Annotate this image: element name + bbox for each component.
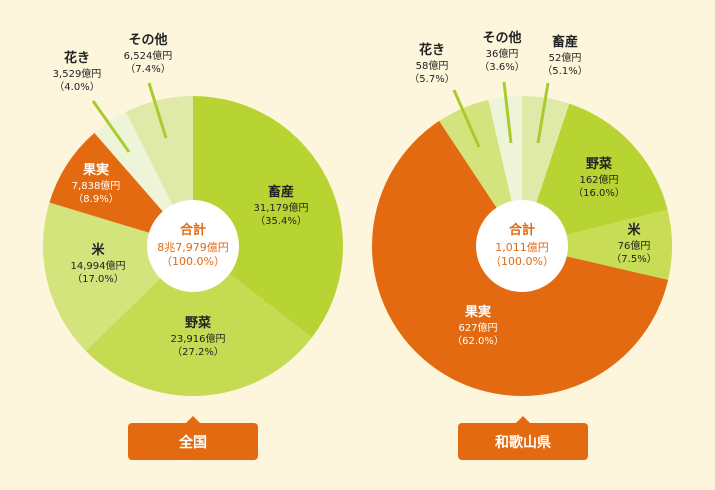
label-national-flowers: 花き 3,529億円 （4.0%） [52,51,102,93]
label-wakayama-total: 合計 1,011億円 （100.0%） [490,223,554,268]
label-national-other: その他 6,524億円 （7.4%） [123,33,173,75]
leader-line-national-5 [147,82,168,139]
tab-national[interactable]: 全国 [128,416,258,460]
label-wakayama-livestock: 畜産 52億円 （5.1%） [542,35,588,77]
pie-center-wakayama [476,200,568,292]
label-wakayama-rice: 米 76億円 （7.5%） [611,223,657,265]
label-wakayama-other: その他 36億円 （3.6%） [479,31,525,73]
pie-center-national [147,200,239,292]
pie-slice-national-1 [85,246,312,397]
label-national-total: 合計 8兆7,979億円 （100.0%） [157,223,229,268]
label-national-rice: 米 14,994億円 （17.0%） [70,243,126,285]
label-wakayama-flowers: 花き 58億円 （5.7%） [409,43,455,85]
tab-wakayama[interactable]: 和歌山県 [458,416,588,460]
leader-line-wakayama-0 [536,82,550,144]
label-wakayama-vegetables: 野菜 162億円 （16.0%） [573,157,625,199]
label-national-vegetables: 野菜 23,916億円 （27.2%） [170,316,226,358]
label-national-fruit: 果実 7,838億円 （8.9%） [71,163,121,205]
pie-slice-wakayama-1 [522,103,668,246]
leader-line-wakayama-5 [502,81,513,144]
pie-slice-wakayama-2 [522,209,673,280]
label-national-livestock: 畜産 31,179億円 （35.4%） [253,185,309,227]
pie-slice-national-0 [193,96,344,338]
leader-line-wakayama-4 [452,89,481,148]
leader-line-national-4 [91,100,131,153]
label-wakayama-fruit: 果実 627億円 （62.0%） [452,305,504,347]
